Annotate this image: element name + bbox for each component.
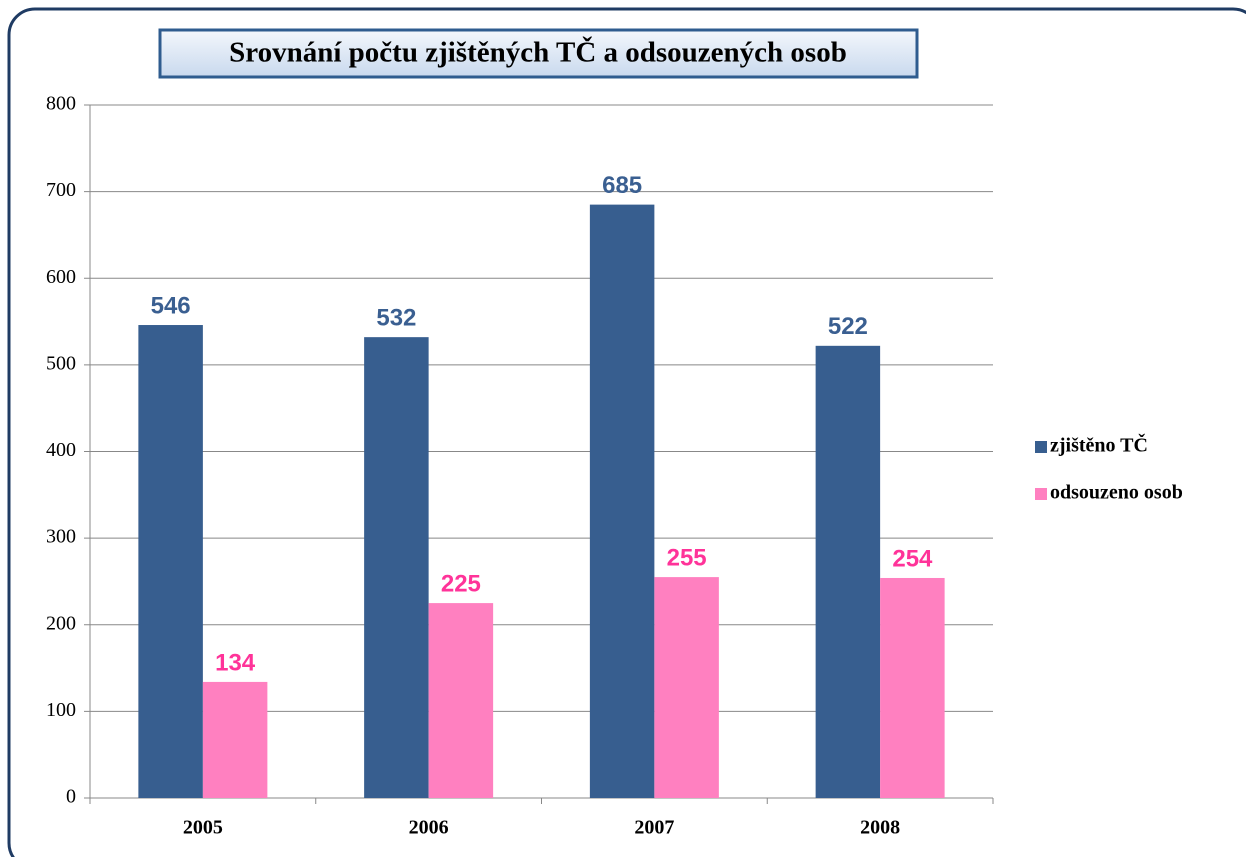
data-label: 532 (376, 304, 416, 331)
x-tick-label: 2006 (409, 817, 449, 839)
data-label: 546 (151, 292, 191, 319)
legend-label: zjištěno TČ (1050, 433, 1148, 457)
legend-swatch (1035, 488, 1047, 500)
legend-label: odsouzeno osob (1050, 482, 1183, 504)
bar (815, 345, 881, 798)
bar (364, 337, 429, 798)
bar (138, 325, 203, 798)
chart-title: Srovnání počtu zjištěných TČ a odsouzený… (229, 36, 847, 69)
bar (202, 681, 268, 798)
data-label: 255 (667, 544, 707, 571)
bar (589, 204, 655, 798)
y-tick-label: 300 (46, 526, 76, 548)
bar (880, 577, 945, 798)
x-tick-label: 2007 (634, 817, 674, 839)
y-tick-label: 500 (46, 352, 76, 374)
x-tick-label: 2008 (860, 817, 900, 839)
title-box (158, 28, 919, 79)
y-tick-label: 100 (46, 699, 76, 721)
y-tick-label: 200 (46, 612, 76, 634)
y-tick-label: 800 (46, 93, 76, 115)
data-label: 685 (602, 172, 642, 199)
bar (654, 577, 719, 798)
data-label: 134 (215, 649, 256, 676)
bar (428, 603, 494, 798)
data-label: 254 (892, 545, 933, 572)
y-tick-label: 400 (46, 439, 76, 461)
data-label: 522 (828, 313, 868, 340)
y-tick-label: 0 (66, 786, 76, 808)
data-label: 225 (441, 570, 481, 597)
y-tick-label: 600 (46, 266, 76, 288)
x-tick-label: 2005 (183, 817, 223, 839)
legend-swatch (1035, 441, 1047, 453)
y-tick-label: 700 (46, 179, 76, 201)
